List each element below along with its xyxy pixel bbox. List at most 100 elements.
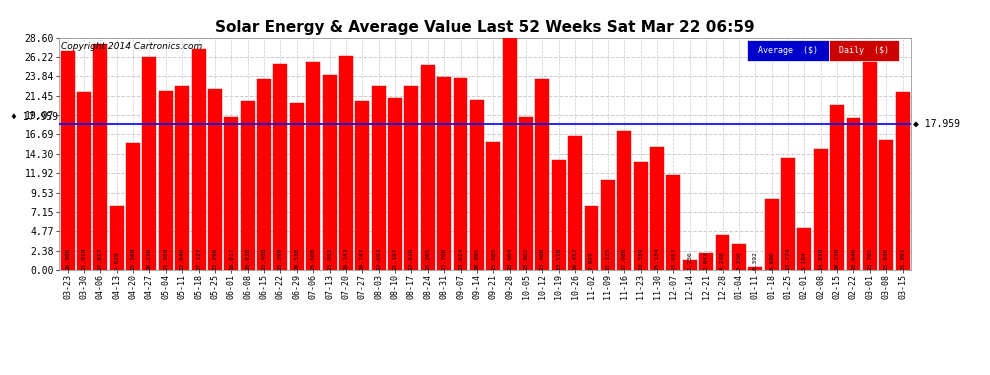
Bar	[666, 175, 680, 270]
Text: 26.980: 26.980	[65, 247, 70, 270]
Text: 20.895: 20.895	[474, 247, 479, 270]
Bar	[716, 236, 730, 270]
Bar	[764, 200, 778, 270]
Text: 20.820: 20.820	[246, 247, 250, 270]
Text: 22.646: 22.646	[180, 247, 185, 270]
Bar	[208, 89, 222, 270]
Bar	[732, 244, 745, 270]
Text: 0.392: 0.392	[752, 251, 757, 270]
Text: 13.518: 13.518	[556, 247, 561, 270]
Bar	[323, 75, 337, 270]
Bar	[551, 160, 565, 270]
Bar	[618, 131, 632, 270]
Bar	[503, 38, 517, 270]
Text: 7.829: 7.829	[114, 251, 119, 270]
Text: 25.600: 25.600	[311, 247, 316, 270]
Text: 26.216: 26.216	[147, 247, 151, 270]
Bar	[339, 56, 352, 270]
Bar	[438, 77, 451, 270]
Text: 22.626: 22.626	[409, 247, 414, 270]
Bar	[699, 254, 713, 270]
Bar	[486, 142, 500, 270]
Bar	[143, 57, 156, 270]
Bar	[126, 144, 140, 270]
Bar	[77, 92, 91, 270]
Bar	[748, 267, 762, 270]
Bar	[290, 103, 304, 270]
Text: 15.936: 15.936	[884, 247, 889, 270]
Bar	[273, 63, 287, 270]
Bar	[355, 101, 369, 270]
Text: 14.839: 14.839	[819, 247, 824, 270]
Text: 25.765: 25.765	[867, 247, 872, 270]
Bar	[306, 62, 320, 270]
Text: 26.342: 26.342	[344, 247, 348, 270]
Text: 11.125: 11.125	[606, 247, 611, 270]
Text: 21.919: 21.919	[81, 247, 86, 270]
Bar	[879, 141, 893, 270]
Text: 15.685: 15.685	[491, 247, 496, 270]
Bar	[388, 98, 402, 270]
Bar	[158, 92, 173, 270]
Text: 21.959: 21.959	[163, 247, 168, 270]
Text: 11.657: 11.657	[671, 247, 676, 270]
Bar	[60, 51, 74, 270]
Bar	[683, 260, 697, 270]
Text: 20.270: 20.270	[835, 247, 840, 270]
Bar	[371, 86, 386, 270]
Bar	[453, 78, 467, 270]
Text: 18.817: 18.817	[229, 247, 234, 270]
Bar	[634, 162, 647, 270]
FancyBboxPatch shape	[747, 40, 829, 61]
Bar	[584, 206, 599, 270]
Text: 2.043: 2.043	[704, 251, 709, 270]
Text: 28.604: 28.604	[507, 247, 512, 270]
Bar	[241, 101, 254, 270]
Text: 27.817: 27.817	[98, 247, 103, 270]
Bar	[405, 86, 419, 270]
Text: 20.747: 20.747	[359, 247, 364, 270]
Bar	[831, 105, 844, 270]
Bar	[93, 44, 107, 270]
Text: 3.230: 3.230	[737, 251, 742, 270]
Text: 25.265: 25.265	[426, 247, 431, 270]
Text: 8.686: 8.686	[769, 251, 774, 270]
Text: 27.127: 27.127	[196, 247, 201, 270]
Text: 23.488: 23.488	[261, 247, 266, 270]
Bar	[519, 117, 533, 270]
Text: 21.891: 21.891	[900, 247, 905, 270]
Text: 23.614: 23.614	[458, 247, 463, 270]
Text: Copyright 2014 Cartronics.com: Copyright 2014 Cartronics.com	[61, 42, 202, 51]
Text: 21.197: 21.197	[393, 247, 398, 270]
Bar	[814, 149, 828, 270]
Text: 18.802: 18.802	[524, 247, 529, 270]
Title: Solar Energy & Average Value Last 52 Weeks Sat Mar 22 06:59: Solar Energy & Average Value Last 52 Wee…	[215, 20, 755, 35]
Text: Average  ($): Average ($)	[758, 46, 818, 55]
Bar	[650, 147, 664, 270]
FancyBboxPatch shape	[829, 40, 899, 61]
Bar	[536, 79, 549, 270]
Text: 17.089: 17.089	[622, 247, 627, 270]
Text: 18.640: 18.640	[851, 247, 856, 270]
Text: 15.568: 15.568	[131, 247, 136, 270]
Text: 25.399: 25.399	[278, 247, 283, 270]
Bar	[896, 92, 910, 270]
Bar	[846, 118, 860, 270]
Bar	[110, 206, 124, 270]
Text: 5.184: 5.184	[802, 251, 807, 270]
Text: 15.134: 15.134	[654, 247, 659, 270]
Bar	[257, 79, 271, 270]
Bar	[192, 50, 206, 270]
Text: 1.236: 1.236	[687, 251, 692, 270]
Bar	[225, 117, 239, 270]
Bar	[421, 64, 435, 270]
Bar	[175, 86, 189, 270]
Text: 22.693: 22.693	[376, 247, 381, 270]
Text: 22.296: 22.296	[213, 247, 218, 270]
Text: Daily  ($): Daily ($)	[839, 46, 889, 55]
Text: ♦ 17.959: ♦ 17.959	[11, 112, 57, 122]
Text: 7.925: 7.925	[589, 251, 594, 270]
Text: 16.452: 16.452	[572, 247, 577, 270]
Bar	[863, 60, 877, 270]
Bar	[781, 158, 795, 270]
